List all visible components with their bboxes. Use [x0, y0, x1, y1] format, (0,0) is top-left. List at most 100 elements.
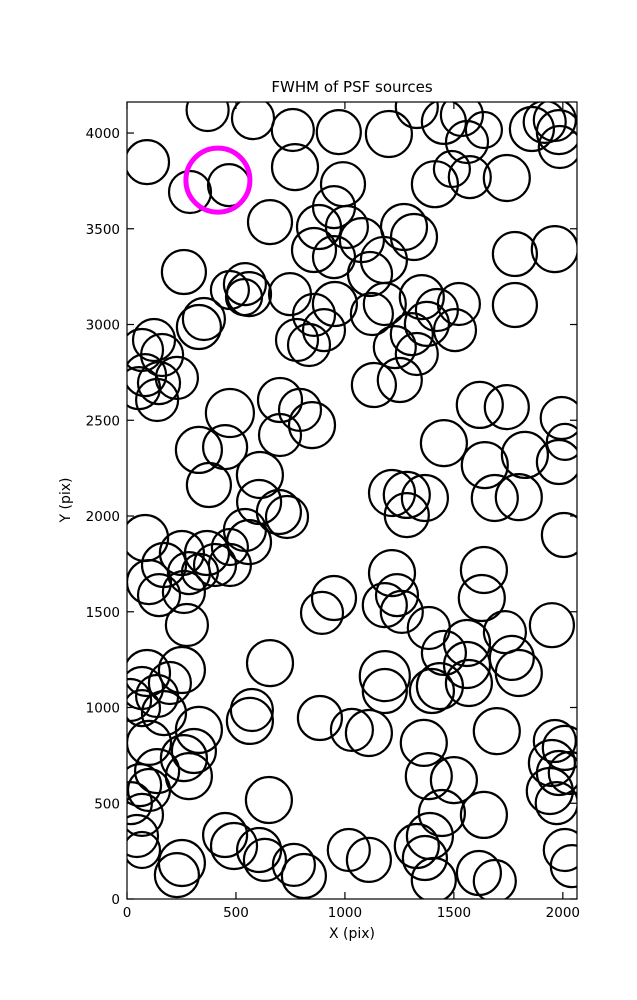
psf-source-circle — [291, 292, 337, 337]
y-tick-label: 3500 — [86, 222, 120, 238]
psf-source-circle — [236, 478, 283, 526]
psf-source-circle — [444, 658, 493, 708]
psf-source-circle — [131, 317, 177, 363]
psf-source-circle — [398, 274, 445, 321]
psf-source-circle — [204, 387, 255, 439]
psf-source-circle — [209, 821, 259, 871]
psf-source-circle — [439, 102, 484, 138]
psf-source-circle — [488, 634, 535, 682]
psf-source-circle — [415, 661, 464, 711]
psf-source-circle — [540, 511, 577, 559]
psf-source-circle — [210, 527, 249, 567]
psf-source-circle — [535, 749, 577, 797]
psf-source-circle — [181, 296, 226, 342]
psf-source-circle — [257, 412, 303, 458]
psf-source-circle — [127, 830, 162, 870]
psf-source-circle — [207, 542, 252, 588]
psf-source-circle — [127, 763, 163, 808]
y-tick-label: 2000 — [86, 509, 120, 525]
psf-source-circle — [280, 852, 327, 899]
psf-source-circle — [287, 401, 337, 450]
psf-source-circle — [296, 694, 343, 742]
psf-source-circle — [399, 718, 448, 768]
psf-source-circle — [290, 226, 338, 274]
psf-source-circle — [379, 202, 429, 252]
y-axis-label: Y (pix) — [58, 477, 74, 523]
psf-source-circle — [358, 649, 411, 703]
psf-source-circle — [319, 161, 367, 208]
scatter-markers-group — [127, 102, 577, 899]
y-tick-label: 3000 — [86, 318, 120, 334]
x-tick-label: 1000 — [328, 905, 362, 921]
psf-source-circle — [164, 602, 209, 648]
psf-source-circle — [167, 169, 213, 215]
psf-source-circle — [508, 105, 556, 153]
psf-source-circle — [344, 708, 393, 758]
psf-source-circle — [539, 395, 577, 441]
y-tick-label: 500 — [94, 796, 120, 812]
x-tick-label: 500 — [223, 905, 249, 921]
psf-source-circle — [346, 250, 394, 298]
psf-source-circle — [244, 775, 293, 825]
psf-source-circle — [225, 696, 274, 746]
psf-source-circle — [534, 781, 577, 826]
psf-source-circle — [372, 325, 417, 370]
psf-source-circle — [315, 109, 362, 156]
psf-source-circle — [442, 618, 492, 668]
psf-source-circle — [532, 718, 577, 764]
psf-source-circle — [161, 569, 206, 615]
psf-source-circle — [547, 750, 577, 796]
psf-source-circle — [140, 689, 188, 737]
psf-source-circle — [419, 419, 468, 468]
psf-source-circle — [494, 473, 543, 522]
psf-source-circle — [246, 199, 294, 246]
psf-source-circle — [379, 589, 424, 635]
psf-source-circle — [491, 230, 539, 278]
psf-source-circle — [127, 719, 173, 766]
highlighted-source-circle — [183, 145, 253, 215]
psf-source-circle — [170, 727, 217, 775]
psf-source-circle — [408, 667, 455, 715]
x-tick-label: 1500 — [437, 905, 471, 921]
psf-source-circle — [447, 155, 492, 200]
psf-source-circle — [432, 308, 478, 353]
x-tick-label: 2000 — [546, 905, 580, 921]
psf-source-circle — [153, 851, 200, 899]
psf-source-circle — [350, 361, 397, 409]
psf-source-circle — [202, 811, 249, 859]
psf-source-circle — [382, 470, 431, 519]
psf-source-circle — [482, 153, 531, 203]
psf-source-circle — [127, 648, 172, 698]
psf-source-circle — [376, 356, 423, 404]
psf-source-circle — [236, 826, 283, 874]
psf-source-circle — [235, 450, 284, 500]
psf-source-circle — [460, 441, 509, 490]
psf-source-circle — [457, 573, 506, 623]
psf-source-circle — [459, 790, 508, 840]
psf-source-circle — [299, 590, 345, 636]
psf-source-circle — [420, 629, 467, 677]
psf-source-circle — [374, 572, 420, 618]
psf-source-circle — [470, 473, 519, 523]
psf-source-circle — [464, 110, 503, 150]
psf-source-circle — [127, 813, 160, 859]
psf-source-circle — [160, 248, 207, 296]
psf-source-circle — [134, 747, 181, 795]
psf-source-circle — [367, 548, 417, 598]
psf-source-circle — [159, 733, 208, 783]
psf-source-circle — [389, 312, 434, 357]
psf-source-circle — [472, 706, 521, 756]
psf-source-circle — [417, 788, 466, 838]
psf-source-circle — [345, 836, 392, 884]
psf-source-circle — [362, 281, 407, 327]
psf-source-circle — [242, 837, 287, 883]
psf-source-circle — [429, 755, 478, 805]
psf-source-circle — [267, 272, 313, 317]
psf-source-circle — [528, 602, 576, 649]
psf-source-circle — [286, 322, 332, 368]
psf-source-circle — [401, 834, 448, 882]
psf-source-circle — [256, 376, 304, 424]
psf-source-circle — [127, 781, 153, 826]
y-tick-label: 4000 — [86, 126, 120, 142]
psf-source-circle — [527, 738, 577, 788]
